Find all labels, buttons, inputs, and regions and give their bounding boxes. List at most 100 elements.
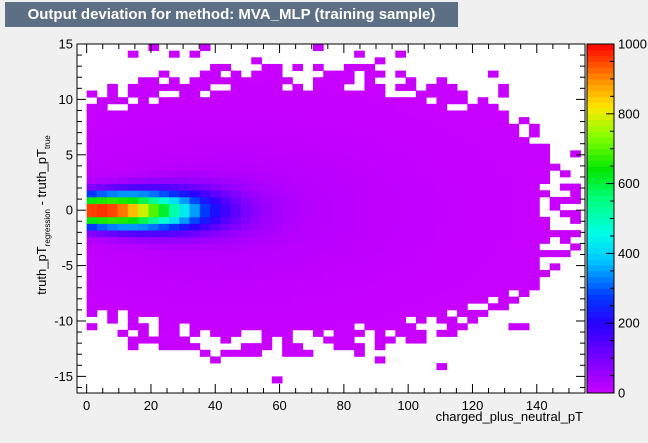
heatmap-cell xyxy=(240,176,252,184)
heatmap-cell xyxy=(107,303,118,311)
heatmap-cell xyxy=(436,283,448,291)
heatmap-cell xyxy=(240,97,252,105)
heatmap-cell xyxy=(364,103,376,111)
heatmap-cell xyxy=(199,117,211,125)
heatmap-cell xyxy=(385,210,396,218)
heatmap-cell xyxy=(529,190,540,198)
heatmap-cell xyxy=(508,216,520,224)
heatmap-cell xyxy=(199,44,211,52)
heatmap-cell xyxy=(199,183,211,191)
color-bar-segment xyxy=(587,340,614,347)
heatmap-cell xyxy=(240,216,252,224)
y-title-mid: - truth_pT xyxy=(34,149,49,209)
heatmap-cell xyxy=(343,303,355,311)
heatmap-cell xyxy=(415,196,427,204)
heatmap-cell xyxy=(210,263,221,271)
heatmap-cell xyxy=(570,196,581,204)
heatmap-cell xyxy=(292,316,304,324)
heatmap-cell xyxy=(323,323,334,331)
heatmap-cell xyxy=(251,349,262,357)
heatmap-cell xyxy=(220,250,232,258)
heatmap-cell xyxy=(312,230,324,238)
heatmap-cell xyxy=(271,150,283,158)
heatmap-cell xyxy=(487,303,499,311)
heatmap-cell xyxy=(436,289,448,298)
heatmap-cell xyxy=(487,223,499,231)
heatmap-cell xyxy=(446,210,458,218)
heatmap-cell xyxy=(354,63,365,71)
heatmap-cell xyxy=(343,203,355,211)
heatmap-cell xyxy=(415,230,427,238)
heatmap-cell xyxy=(251,110,262,118)
heatmap-cell xyxy=(86,256,98,264)
heatmap-cell xyxy=(189,289,201,298)
heatmap-cell xyxy=(271,70,283,78)
heatmap-cell xyxy=(210,316,221,324)
heatmap-cell xyxy=(467,216,479,224)
heatmap-cell xyxy=(261,143,273,151)
heatmap-cell xyxy=(487,143,499,151)
heatmap-cell xyxy=(312,183,324,191)
heatmap-cell xyxy=(354,289,365,298)
heatmap-cell xyxy=(199,323,211,331)
heatmap-cell xyxy=(374,157,386,165)
heatmap-cell xyxy=(426,190,437,198)
heatmap-cell xyxy=(96,123,108,131)
heatmap-cell xyxy=(168,316,180,324)
heatmap-cell xyxy=(168,309,180,317)
heatmap-cell xyxy=(189,117,201,125)
heatmap-cell xyxy=(518,283,530,291)
heatmap-cell xyxy=(282,303,293,311)
heatmap-cell xyxy=(96,183,108,191)
heatmap-cell xyxy=(240,223,252,231)
heatmap-cell xyxy=(127,283,139,291)
heatmap-cell xyxy=(487,70,499,78)
heatmap-cell xyxy=(529,196,540,204)
heatmap-cell xyxy=(292,250,304,258)
heatmap-cell xyxy=(302,117,314,125)
heatmap-cell xyxy=(446,296,458,304)
heatmap-cell xyxy=(312,263,324,271)
heatmap-cell xyxy=(487,256,499,264)
heatmap-cell xyxy=(529,123,540,131)
heatmap-cell xyxy=(323,77,334,85)
heatmap-cell xyxy=(436,137,448,145)
heatmap-cell xyxy=(251,250,262,258)
heatmap-cell xyxy=(240,83,252,91)
heatmap-cell xyxy=(107,117,118,125)
heatmap-cell xyxy=(138,110,149,118)
heatmap-cell xyxy=(436,270,448,278)
heatmap-cell xyxy=(498,183,509,191)
heatmap-cell xyxy=(446,303,458,311)
heatmap-cell xyxy=(117,223,129,231)
heatmap-cell xyxy=(210,203,221,211)
heatmap-cell xyxy=(385,170,396,178)
heatmap-cell xyxy=(446,163,458,171)
heatmap-cell xyxy=(405,97,417,105)
heatmap-cell xyxy=(518,276,530,284)
heatmap-cell xyxy=(508,236,520,244)
heatmap-cell xyxy=(230,170,242,178)
heatmap-cell xyxy=(405,303,417,311)
heatmap-cell xyxy=(240,157,252,165)
heatmap-cell xyxy=(240,77,252,85)
heatmap-cell xyxy=(405,236,417,244)
heatmap-cell xyxy=(385,110,396,118)
heatmap-cell xyxy=(138,256,149,264)
heatmap-cell xyxy=(230,210,242,218)
heatmap-cell xyxy=(220,170,232,178)
heatmap-cell xyxy=(302,170,314,178)
heatmap-cell xyxy=(107,210,118,218)
heatmap-cell xyxy=(220,216,232,224)
heatmap-cell xyxy=(508,176,520,184)
heatmap-cell xyxy=(374,256,386,264)
heatmap-cell xyxy=(199,196,211,204)
heatmap-cell xyxy=(210,270,221,278)
heatmap-cell xyxy=(220,210,232,218)
heatmap-cell xyxy=(179,103,190,111)
heatmap-cell xyxy=(86,196,98,204)
heatmap-cell xyxy=(364,250,376,258)
heatmap-cell xyxy=(385,256,396,264)
heatmap-cell xyxy=(436,183,448,191)
heatmap-cell xyxy=(271,196,283,204)
